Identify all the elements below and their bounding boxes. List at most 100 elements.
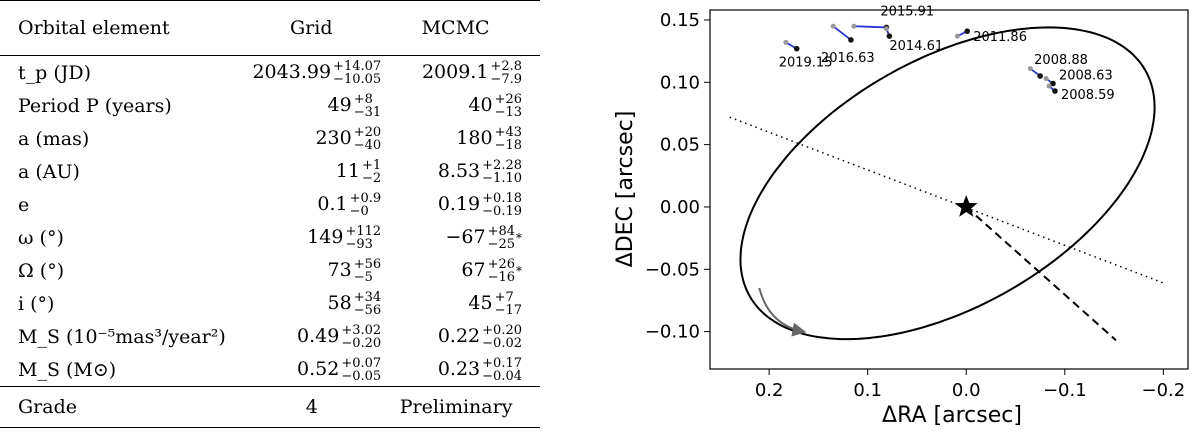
upper-error: +43 [494,124,522,140]
upper-error: +56 [353,256,382,272]
lower-error: −40 [353,137,382,153]
observed-point [1027,66,1033,72]
uncertainty: +34 −56 [354,291,381,317]
upper-error: +112 [345,223,382,239]
value: 49 [327,93,352,116]
value: 45 [468,291,493,314]
lower-error: −56 [353,302,382,318]
value: −67 [445,225,486,248]
uncertainty: +20 −40 [354,126,381,152]
lower-error: −17 [494,302,522,318]
uncertainty: +0.9 −0 [350,192,382,218]
orbit-plot: 0.2 0.1 0.0 −0.1 −0.2 0.15 0.10 0.05 0.00 −0.05 −0… [604,0,1200,436]
upper-error: +14.07 [333,58,382,74]
table-row: a (mas) 230 +20 −40 180 +43 −18 [0,122,540,155]
uncertainty: +0.18 −0.19 [482,192,522,218]
upper-error: +0.9 [349,190,382,206]
upper-error: +26 [494,91,522,107]
grid-cell: 230 +20 −40 [241,122,389,155]
table-row: i (°) 58 +34 −56 45 +7 −17 [0,287,540,320]
epoch-label: 2015.91 [880,4,934,19]
lower-error: −25 [487,236,515,252]
observed-point [883,26,889,32]
epoch-label: 2008.63 [1059,69,1113,84]
grid-cell: 0.1 +0.9 −0 [241,188,389,221]
grade-grid: 4 [241,386,390,428]
upper-error: +3.02 [341,322,382,338]
grade-mcmc: Preliminary [389,386,540,428]
row-label: Period P (years) [18,94,172,117]
plot-frame [709,9,1189,370]
value: 0.19 [437,192,481,215]
lower-error: −0 [349,203,369,219]
upper-error: +0.07 [341,355,382,371]
upper-error: +26 [487,256,515,272]
note-marker: * [516,263,522,278]
mcmc-cell: 180 +43 −18 [389,122,540,155]
grade-label: Grade [0,386,242,428]
table-row: ω (°) 149 +112 −93 −67 +84 −25 * [0,221,540,254]
row-label: a (AU) [18,160,80,183]
y-axis-label: ΔDEC [arcsec] [613,111,638,268]
value: 11 [335,159,360,182]
value: 40 [468,93,493,116]
table-row: M_S (M⊙) 0.52 +0.07 −0.05 0.23 +0.17 −0.04 [0,353,540,387]
uncertainty: +8 −31 [354,93,381,119]
observed-point [1043,76,1049,82]
mcmc-cell: 0.19 +0.18 −0.19 [389,188,540,221]
orbit-ellipse [739,26,1156,341]
observed-point [851,23,857,29]
row-label: M_S (10⁻⁵mas³/year²) [18,325,226,348]
uncertainty: +7 −17 [495,291,522,317]
row-label: t_p (JD) [0,55,242,89]
table-row: Ω (°) 73 +56 −5 67 +26 −16 * [0,254,540,287]
lower-error: −10.05 [333,71,382,87]
lower-error: −18 [494,137,522,153]
lower-error: −2 [361,170,382,186]
y-tick-label: −0.05 [645,259,700,280]
row-label: Ω (°) [18,259,65,282]
uncertainty: +1 −2 [362,159,381,185]
uncertainty: +2.28 −1.10 [482,159,522,185]
uncertainty: +84 −25 [488,225,515,251]
residual-line [853,25,887,29]
residual-line [832,25,852,41]
uncertainty: +0.20 −0.02 [482,324,522,350]
upper-error: +8 [353,91,373,107]
central-star [954,195,978,217]
grid-cell: 49 +8 −31 [241,89,389,122]
value: 149 [307,225,344,248]
lower-error: −0.20 [341,335,382,351]
value: 180 [456,126,493,149]
row-label: M_S (M⊙) [18,358,117,381]
grid-cell: 73 +56 −5 [241,254,389,287]
grid-cell: 11 +1 −2 [241,155,389,188]
epoch-point [964,28,971,34]
x-tick-label: −0.2 [1142,380,1186,401]
table-row: a (AU) 11 +1 −2 8.53 +2.28 −1.10 [0,155,540,188]
upper-error: +0.17 [482,355,522,371]
uncertainty: +112 −93 [345,225,381,251]
epoch-point [1052,88,1058,94]
mcmc-cell: −67 +84 −25 * [389,221,540,254]
mcmc-cell: 0.22 +0.20 −0.02 [389,320,540,353]
table-row: e 0.1 +0.9 −0 0.19 +0.18 −0.19 [0,188,540,221]
lower-error: −0.05 [341,368,382,384]
value: 0.1 [317,192,348,215]
mcmc-cell: 0.23 +0.17 −0.04 [389,353,540,387]
lower-error: −93 [345,236,373,252]
lower-error: −13 [494,104,522,120]
grid-cell: 0.49 +3.02 −0.20 [241,320,389,353]
x-tick-label: 0.1 [853,380,882,401]
uncertainty: +26 −13 [495,93,522,119]
orbital-elements-table: Orbital element Grid MCMC t_p (JD) 2043.9… [0,0,540,436]
upper-error: +84 [487,223,515,239]
upper-error: +20 [353,124,382,140]
uncertainty: +3.02 −0.20 [341,324,381,350]
x-axis-label: ΔRA [arcsec] [882,403,1022,428]
uncertainty: +14.07 −10.05 [333,60,381,86]
lower-error: −0.19 [482,203,522,219]
value: 0.23 [437,357,481,380]
lower-error: −1.10 [482,170,522,186]
epoch-label: 2016.63 [821,51,875,66]
